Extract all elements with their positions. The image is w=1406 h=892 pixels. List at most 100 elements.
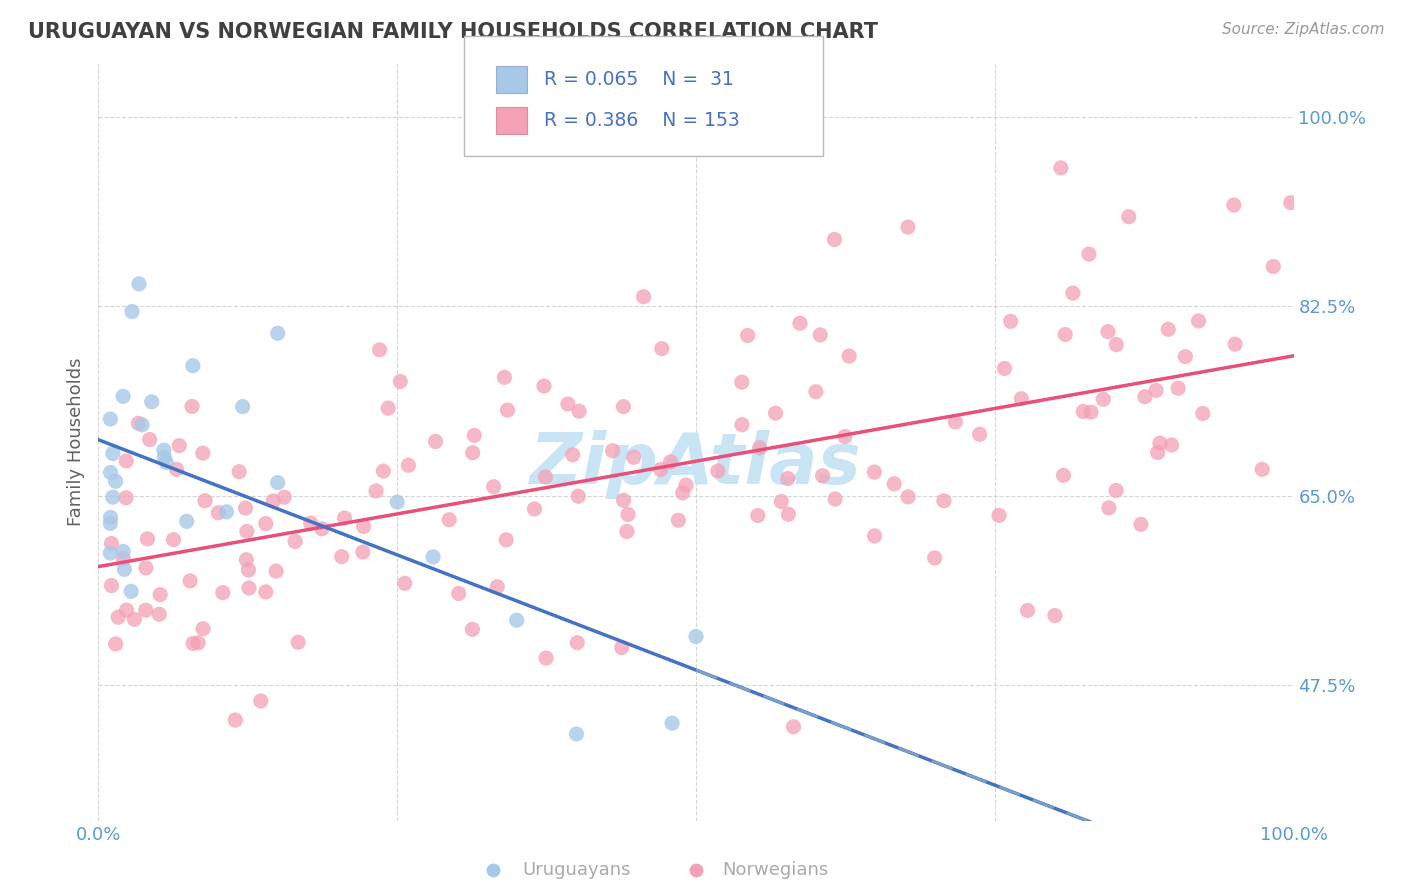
Point <box>731 375 754 389</box>
Point <box>486 580 509 594</box>
Point <box>747 508 769 523</box>
Point <box>1191 407 1213 421</box>
Point <box>567 489 589 503</box>
Point <box>191 622 214 636</box>
Point <box>100 466 122 480</box>
Point <box>236 524 259 539</box>
Point <box>352 545 374 559</box>
Point <box>1105 337 1128 351</box>
Point <box>1223 337 1246 351</box>
Point <box>776 472 799 486</box>
Point <box>232 400 254 414</box>
Point <box>834 429 856 443</box>
Point <box>299 516 322 530</box>
Point <box>100 510 122 524</box>
Point <box>661 716 683 731</box>
Point <box>1080 405 1102 419</box>
Point <box>1187 314 1209 328</box>
Point <box>114 562 136 576</box>
Point <box>212 585 235 599</box>
Point <box>115 454 138 468</box>
Point <box>181 400 204 414</box>
Point <box>808 327 831 342</box>
Point <box>612 400 634 414</box>
Point <box>112 551 135 566</box>
Point <box>385 495 409 509</box>
Point <box>1174 350 1197 364</box>
Point <box>264 564 287 578</box>
Point <box>897 490 920 504</box>
Point <box>149 588 172 602</box>
Point <box>770 494 793 508</box>
Point <box>1263 260 1285 274</box>
Point <box>115 491 138 505</box>
Point <box>988 508 1011 523</box>
Point <box>1105 483 1128 498</box>
Point <box>287 635 309 649</box>
Point <box>112 544 135 558</box>
Point <box>364 483 387 498</box>
Point <box>1062 286 1084 301</box>
Point <box>561 448 583 462</box>
Point <box>167 439 190 453</box>
Point <box>1133 390 1156 404</box>
Point <box>1223 198 1246 212</box>
Point <box>567 636 589 650</box>
Point <box>534 651 557 665</box>
Point <box>273 490 295 504</box>
Point <box>613 493 636 508</box>
Point <box>267 326 290 341</box>
Point <box>1251 462 1274 476</box>
Point <box>249 694 271 708</box>
Point <box>659 455 682 469</box>
Point <box>823 232 845 246</box>
Point <box>633 290 655 304</box>
Point <box>112 389 135 403</box>
Point <box>104 474 127 488</box>
Point <box>863 529 886 543</box>
Point <box>932 493 955 508</box>
Point <box>685 630 707 644</box>
Point <box>207 506 229 520</box>
Point <box>1160 438 1182 452</box>
Point <box>993 361 1015 376</box>
Point <box>124 612 146 626</box>
Text: R = 0.065    N =  31: R = 0.065 N = 31 <box>544 70 734 88</box>
Point <box>187 636 209 650</box>
Point <box>1098 500 1121 515</box>
Point <box>179 574 201 588</box>
Point <box>148 607 170 622</box>
Point <box>765 406 787 420</box>
Point <box>377 401 399 416</box>
Point <box>1129 517 1152 532</box>
Point <box>650 462 672 476</box>
Point <box>675 478 697 492</box>
Text: R = 0.386    N = 153: R = 0.386 N = 153 <box>544 111 740 130</box>
Point <box>945 415 967 429</box>
Point <box>131 417 153 432</box>
Point <box>98 516 122 531</box>
Point <box>494 370 516 384</box>
Point <box>353 519 375 533</box>
Point <box>534 470 557 484</box>
Point <box>1144 384 1167 398</box>
Point <box>482 480 505 494</box>
Point <box>191 446 214 460</box>
Point <box>104 637 127 651</box>
Point <box>672 486 695 500</box>
Point <box>617 508 640 522</box>
Point <box>394 576 416 591</box>
Point <box>98 412 122 426</box>
Point <box>284 534 307 549</box>
Point <box>789 316 811 330</box>
Point <box>121 304 143 318</box>
Point <box>224 713 246 727</box>
Point <box>396 458 419 473</box>
Point <box>333 511 356 525</box>
Point <box>120 584 142 599</box>
Point <box>1052 468 1074 483</box>
Point <box>1071 404 1094 418</box>
Point <box>447 586 470 600</box>
Point <box>155 455 177 469</box>
Point <box>863 465 886 479</box>
